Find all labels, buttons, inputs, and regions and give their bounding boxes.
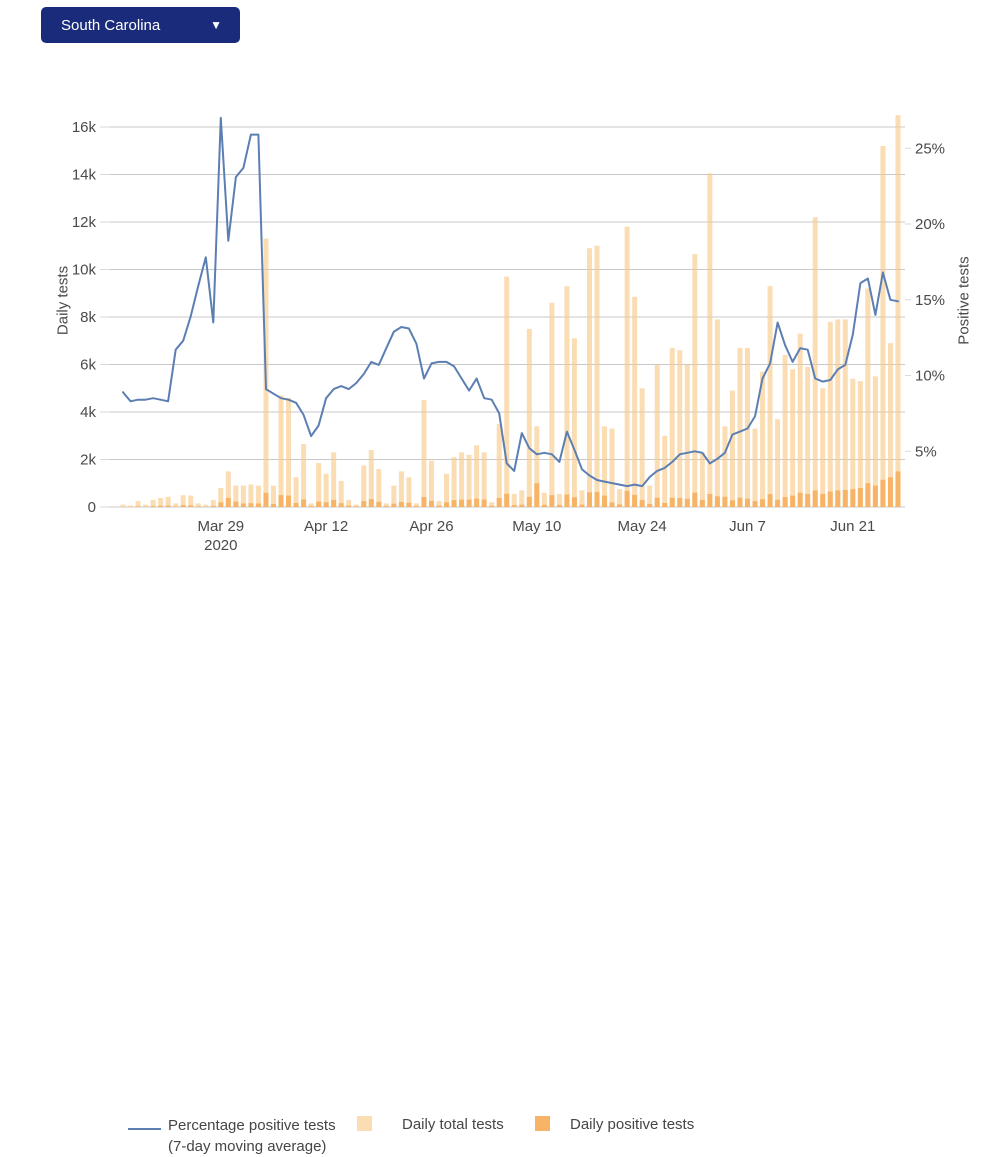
svg-text:10%: 10%: [915, 368, 945, 385]
svg-text:8k: 8k: [80, 309, 96, 326]
svg-text:12k: 12k: [72, 214, 97, 231]
svg-text:Apr 26: Apr 26: [409, 518, 453, 535]
left-axis-title: Daily tests: [55, 256, 72, 346]
total-tests-swatch: [357, 1116, 372, 1131]
svg-text:10k: 10k: [72, 262, 97, 279]
right-axis-title: Positive tests: [956, 249, 973, 353]
svg-text:Apr 12: Apr 12: [304, 518, 348, 535]
line-series-label-row2: (7-day moving average): [168, 1136, 336, 1157]
svg-text:Jun 21: Jun 21: [830, 518, 875, 535]
svg-text:May 10: May 10: [512, 518, 561, 535]
percentage-positive-line: [123, 118, 898, 486]
svg-text:25%: 25%: [915, 140, 945, 157]
svg-text:May 24: May 24: [618, 518, 667, 535]
chevron-down-icon: ▼: [210, 19, 222, 31]
svg-text:5%: 5%: [915, 443, 937, 460]
line-series-swatch: [128, 1128, 161, 1130]
svg-text:Jun 7: Jun 7: [729, 518, 766, 535]
legend: Percentage positive tests (7-day moving …: [0, 556, 1000, 606]
svg-text:6k: 6k: [80, 357, 96, 374]
svg-text:Mar 29: Mar 29: [197, 518, 244, 535]
x-axis-labels: Mar 29 2020 Apr 12 Apr 26 May 10 May 24 Jun 7 J…: [197, 518, 875, 554]
line-series-label: Percentage positive tests (7-day moving …: [168, 1115, 336, 1157]
line-series-label-row1: Percentage positive tests: [168, 1115, 336, 1136]
svg-text:15%: 15%: [915, 292, 945, 309]
chart-canvas: 0 2k 4k 6k 8k 10k 12k 14k 16k 5% 10% 15% 20% 25% Mar 2…: [0, 0, 1000, 617]
state-selector-dropdown[interactable]: South Carolina ▼: [41, 7, 240, 43]
positive-tests-swatch: [535, 1116, 550, 1131]
positive-tests-label: Daily positive tests: [570, 1116, 694, 1133]
svg-text:20%: 20%: [915, 216, 945, 233]
svg-text:16k: 16k: [72, 119, 97, 136]
svg-text:2k: 2k: [80, 452, 96, 469]
state-selector-value: South Carolina: [61, 17, 160, 34]
total-tests-label: Daily total tests: [402, 1116, 504, 1133]
svg-text:0: 0: [88, 499, 96, 516]
svg-text:4k: 4k: [80, 404, 96, 421]
svg-text:2020: 2020: [204, 537, 237, 554]
svg-text:14k: 14k: [72, 167, 97, 184]
